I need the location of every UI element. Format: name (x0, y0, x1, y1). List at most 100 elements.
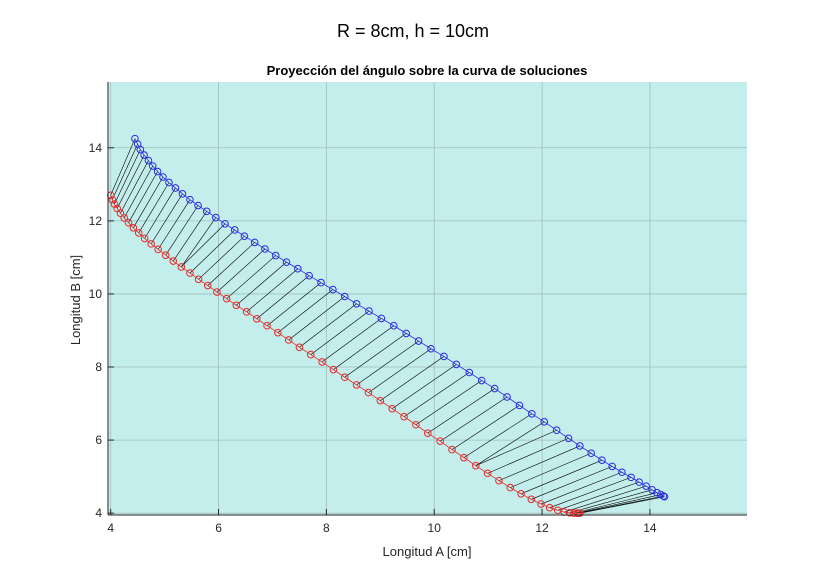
red-series-point (318, 358, 326, 366)
projection-line (333, 325, 394, 370)
red-series-point (120, 214, 128, 222)
red-series-point (517, 490, 525, 498)
projection-line (475, 421, 545, 466)
blue-series-point (329, 285, 337, 294)
red-series-point (263, 321, 271, 330)
projection-line (531, 466, 613, 500)
blue-series-point (144, 156, 153, 165)
red-series-point (203, 281, 212, 290)
blue-series-point (490, 384, 499, 393)
projection-line (181, 223, 226, 268)
projection-line (138, 182, 170, 234)
projection-line (520, 459, 603, 495)
red-series-point (129, 223, 138, 232)
red-series-point (306, 350, 315, 359)
red-series-point (537, 500, 545, 508)
blue-series-point (140, 151, 148, 159)
blue-series-point (660, 492, 669, 501)
blue-series-point (194, 201, 202, 210)
red-series-point (124, 218, 133, 227)
projection-line (487, 437, 569, 474)
blue-series-point (587, 449, 595, 458)
red-series-point (213, 288, 221, 296)
red-series-point (169, 257, 178, 265)
blue-series-point (528, 409, 536, 418)
projection-line (299, 303, 357, 348)
red-series-point (194, 275, 203, 284)
blue-series-point (317, 278, 325, 287)
projection-line (498, 445, 580, 481)
x-tick-label: 14 (643, 521, 657, 535)
red-series-point (116, 209, 125, 217)
chart-title: Proyección del ángulo sobre la curva de … (267, 63, 588, 78)
projection-line (564, 485, 647, 513)
red-series-point (161, 251, 170, 259)
projection-line (150, 193, 183, 245)
y-tick-label: 14 (89, 141, 103, 155)
projection-line (578, 495, 664, 514)
projection-line (403, 372, 470, 417)
red-series-point (412, 420, 420, 429)
red-series-point (274, 328, 282, 337)
red-series-point (570, 509, 578, 517)
red-series-point (106, 191, 115, 200)
projection-line (321, 318, 382, 363)
red-series-point (460, 453, 468, 462)
red-series-point (376, 396, 385, 405)
projection-line (310, 310, 370, 355)
blue-series-point (627, 473, 635, 482)
blue-series-point (653, 488, 661, 497)
blue-series-point (271, 251, 280, 260)
projection-line (427, 388, 495, 434)
projection-line (266, 282, 322, 326)
red-series-point (565, 509, 574, 517)
blue-series-point (282, 258, 291, 266)
blue-series-point (477, 376, 486, 385)
red-series-point (423, 429, 432, 437)
projection-line (451, 405, 520, 450)
projection-line (368, 348, 432, 393)
projection-line (415, 380, 482, 425)
blue-series-point (389, 321, 398, 330)
blue-series-point (465, 368, 474, 377)
blue-series-point (440, 352, 448, 361)
red-series-point (340, 373, 349, 382)
projection-line (380, 356, 445, 401)
blue-series-point (540, 418, 549, 426)
red-series-point (140, 234, 149, 243)
projection-line (189, 229, 235, 274)
projection-line (116, 154, 145, 209)
x-tick-labels: 4 6 8 10 12 14 (107, 509, 657, 535)
blue-series-point (659, 492, 668, 500)
projection-line (540, 471, 623, 505)
y-tick-labels: 4 6 8 10 12 14 (89, 141, 114, 520)
x-tick-label: 10 (428, 521, 442, 535)
projection-line (510, 452, 592, 488)
projection-line (246, 268, 299, 313)
projection-line (557, 481, 640, 511)
x-tick-label: 6 (215, 521, 222, 535)
blue-series-point (564, 434, 573, 443)
blue-series-point (452, 360, 461, 369)
red-series-point (471, 461, 480, 470)
blue-series-point (153, 167, 162, 176)
projection-line (236, 261, 287, 306)
blue-series-point (340, 292, 349, 301)
red-series-point (284, 336, 293, 344)
red-series-point (222, 294, 231, 303)
blue-series-point (576, 442, 584, 450)
projection-line (198, 235, 245, 280)
blue-series-point (261, 245, 269, 253)
projection-line (463, 413, 533, 458)
blue-series-line (134, 138, 665, 498)
red-series-point (527, 495, 536, 504)
red-series-point (388, 404, 396, 413)
blue-series-point (165, 178, 173, 187)
projection-line (216, 248, 266, 293)
red-series-point (154, 245, 162, 254)
blue-series-point (552, 426, 561, 435)
projection-line (392, 364, 457, 409)
y-tick-label: 8 (95, 360, 102, 374)
red-series-point (108, 195, 117, 204)
